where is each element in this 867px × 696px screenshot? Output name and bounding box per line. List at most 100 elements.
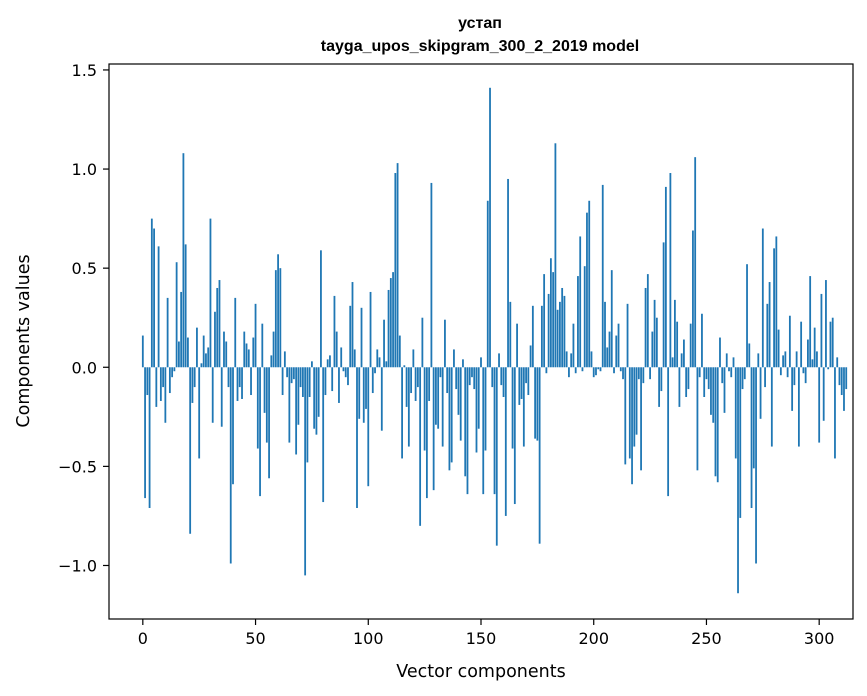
- bar-130: [435, 367, 437, 425]
- bar-4: [150, 218, 153, 368]
- bar-310: [840, 367, 843, 396]
- bar-84: [331, 367, 334, 392]
- bar-234: [669, 173, 672, 368]
- bar-99: [365, 367, 367, 409]
- bar-288: [791, 367, 794, 411]
- bar-48: [250, 367, 252, 396]
- bar-154: [489, 87, 491, 368]
- bar-197: [586, 212, 588, 368]
- bar-201: [595, 367, 597, 376]
- bar-259: [725, 353, 728, 368]
- bar-98: [362, 367, 365, 423]
- bar-71: [301, 367, 304, 397]
- bar-157: [495, 367, 498, 546]
- bar-168: [520, 367, 523, 399]
- bar-82: [326, 359, 329, 368]
- bar-247: [698, 367, 701, 378]
- y-tick-label: 1.5: [72, 61, 97, 80]
- bar-14: [173, 367, 176, 372]
- bar-260: [728, 367, 730, 372]
- bar-231: [662, 242, 665, 368]
- bar-274: [759, 367, 762, 419]
- bar-140: [457, 367, 460, 415]
- bar-22: [191, 367, 194, 403]
- bar-302: [822, 367, 825, 421]
- bar-170: [525, 367, 527, 384]
- bar-46: [245, 343, 248, 368]
- bar-153: [486, 200, 489, 368]
- bar-116: [403, 365, 406, 368]
- bar-210: [615, 335, 618, 368]
- bar-127: [428, 367, 431, 401]
- bar-131: [437, 367, 440, 429]
- bar-63: [283, 351, 286, 368]
- bar-241: [685, 367, 688, 397]
- bar-283: [779, 367, 782, 376]
- bar-265: [739, 367, 742, 518]
- x-tick-label: 200: [578, 629, 609, 648]
- bar-118: [407, 367, 410, 447]
- bar-10: [164, 367, 167, 423]
- bar-236: [673, 299, 676, 368]
- bar-115: [401, 367, 403, 459]
- bar-293: [802, 367, 805, 374]
- bar-193: [577, 276, 579, 368]
- bar-47: [247, 349, 250, 368]
- y-ticks: −1.0 −0.5 0.0 0.5 1.0 1.5: [58, 61, 109, 575]
- bar-215: [626, 303, 629, 368]
- bar-136: [448, 367, 451, 471]
- bar-198: [588, 200, 591, 368]
- bar-28: [205, 353, 207, 368]
- bar-111: [392, 272, 394, 368]
- bar-264: [737, 367, 739, 594]
- bar-158: [498, 353, 500, 368]
- bar-129: [432, 367, 435, 491]
- bar-254: [714, 367, 717, 477]
- bar-3: [148, 367, 151, 508]
- x-tick-label: 250: [691, 629, 722, 648]
- bar-217: [631, 367, 633, 485]
- bar-33: [216, 287, 219, 368]
- bar-159: [500, 367, 503, 386]
- bar-58: [272, 331, 275, 368]
- bar-255: [716, 367, 719, 483]
- bar-150: [480, 357, 482, 368]
- bar-110: [389, 278, 392, 368]
- bar-87: [338, 367, 340, 403]
- bar-256: [719, 337, 721, 368]
- bar-104: [376, 349, 379, 368]
- bar-294: [804, 367, 807, 384]
- bar-141: [459, 367, 462, 441]
- bar-306: [831, 317, 834, 368]
- bar-182: [552, 272, 555, 368]
- bar-77: [315, 367, 318, 435]
- bar-0: [141, 335, 144, 368]
- bar-243: [689, 323, 692, 368]
- bar-59: [274, 270, 277, 368]
- bar-191: [572, 323, 575, 368]
- bar-209: [613, 367, 615, 374]
- bar-276: [764, 367, 766, 388]
- bar-145: [468, 367, 471, 386]
- bar-79: [320, 250, 322, 368]
- bar-272: [755, 367, 757, 564]
- bar-305: [829, 321, 832, 368]
- bar-144: [466, 367, 469, 495]
- bar-162: [507, 178, 509, 368]
- bar-245: [694, 157, 697, 368]
- bar-2: [146, 367, 149, 396]
- bar-233: [667, 367, 670, 497]
- bar-177: [540, 305, 543, 368]
- bar-66: [290, 367, 293, 384]
- bar-311: [843, 367, 845, 411]
- bar-180: [547, 293, 550, 368]
- bar-300: [818, 367, 821, 443]
- bar-263: [734, 367, 737, 459]
- bar-80: [322, 367, 325, 503]
- bar-267: [743, 367, 746, 380]
- bar-303: [825, 280, 827, 368]
- bar-261: [730, 367, 733, 378]
- bar-176: [538, 367, 541, 544]
- bar-133: [441, 367, 444, 447]
- bar-74: [308, 367, 311, 397]
